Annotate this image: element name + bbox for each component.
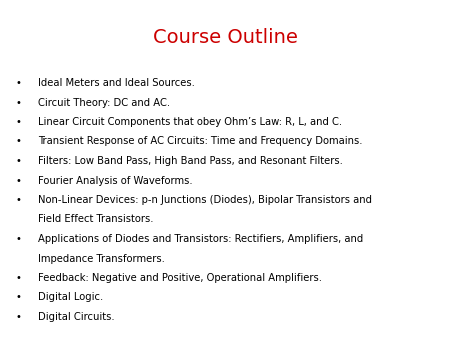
Text: •: • [15,234,21,244]
Text: •: • [15,312,21,322]
Text: •: • [15,195,21,205]
Text: Course Outline: Course Outline [153,28,297,47]
Text: Fourier Analysis of Waveforms.: Fourier Analysis of Waveforms. [38,175,193,186]
Text: Field Effect Transistors.: Field Effect Transistors. [38,215,153,224]
Text: •: • [15,97,21,107]
Text: Transient Response of AC Circuits: Time and Frequency Domains.: Transient Response of AC Circuits: Time … [38,137,363,146]
Text: Filters: Low Band Pass, High Band Pass, and Resonant Filters.: Filters: Low Band Pass, High Band Pass, … [38,156,343,166]
Text: •: • [15,78,21,88]
Text: Ideal Meters and Ideal Sources.: Ideal Meters and Ideal Sources. [38,78,195,88]
Text: •: • [15,273,21,283]
Text: Linear Circuit Components that obey Ohm’s Law: R, L, and C.: Linear Circuit Components that obey Ohm’… [38,117,342,127]
Text: •: • [15,117,21,127]
Text: Digital Logic.: Digital Logic. [38,292,103,303]
Text: Applications of Diodes and Transistors: Rectifiers, Amplifiers, and: Applications of Diodes and Transistors: … [38,234,363,244]
Text: •: • [15,292,21,303]
Text: Non-Linear Devices: p-n Junctions (Diodes), Bipolar Transistors and: Non-Linear Devices: p-n Junctions (Diode… [38,195,372,205]
Text: Digital Circuits.: Digital Circuits. [38,312,115,322]
Text: Impedance Transformers.: Impedance Transformers. [38,254,165,264]
Text: Circuit Theory: DC and AC.: Circuit Theory: DC and AC. [38,97,170,107]
Text: •: • [15,156,21,166]
Text: •: • [15,137,21,146]
Text: •: • [15,175,21,186]
Text: Feedback: Negative and Positive, Operational Amplifiers.: Feedback: Negative and Positive, Operati… [38,273,322,283]
